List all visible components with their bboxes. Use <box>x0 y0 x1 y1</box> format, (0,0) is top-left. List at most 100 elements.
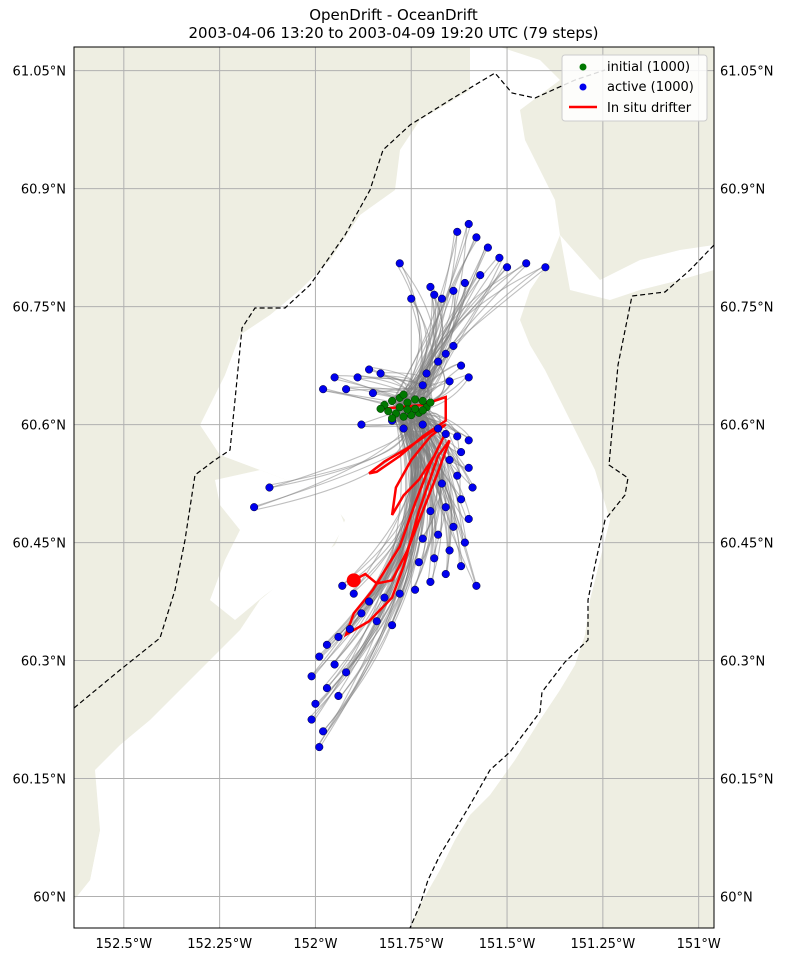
active-particle <box>441 349 450 358</box>
y-tick-label-right: 60°N <box>720 891 753 906</box>
active-particle <box>418 534 427 543</box>
active-particle <box>399 424 408 433</box>
active-particle <box>368 389 377 398</box>
active-particle <box>453 227 462 236</box>
legend: initial (1000) active (1000) In situ dri… <box>561 54 708 122</box>
active-particle <box>437 294 446 303</box>
y-tick-label-left: 60.45°N <box>13 537 66 552</box>
x-tick-label: 151.5°W <box>479 937 536 952</box>
y-tick-label-right: 61.05°N <box>720 65 773 80</box>
initial-particle <box>403 405 412 414</box>
y-tick-label-right: 60.75°N <box>720 301 773 316</box>
land-layer <box>74 47 714 928</box>
active-particle <box>441 503 450 512</box>
particle-trajectory <box>329 410 418 686</box>
active-particle <box>334 632 343 642</box>
initial-particle <box>407 411 416 420</box>
map-subtitle: 2003-04-06 13:20 to 2003-04-09 19:20 UTC… <box>188 24 599 42</box>
active-particle <box>342 385 351 394</box>
active-particle <box>349 589 358 598</box>
active-particle <box>453 471 462 480</box>
y-tick-label-right: 60.3°N <box>720 655 765 670</box>
particle-trajectory <box>409 299 423 403</box>
active-particle <box>376 369 385 378</box>
legend-label-active: active (1000) <box>607 80 694 95</box>
active-particle <box>460 278 469 288</box>
initial-particle <box>399 412 408 421</box>
active-particle <box>319 727 328 736</box>
active-particle <box>464 219 473 229</box>
active-particle <box>434 530 443 539</box>
active-particle <box>395 589 404 598</box>
initial-particle <box>426 398 435 407</box>
active-particle <box>457 361 466 370</box>
active-particle <box>357 609 366 618</box>
active-particle <box>322 684 331 693</box>
y-tick-label-left: 60.9°N <box>21 183 66 198</box>
particle-trajectory <box>317 401 412 707</box>
active-particle <box>345 625 354 634</box>
active-particle <box>411 585 420 594</box>
legend-box <box>561 54 708 122</box>
active-particle <box>307 672 316 681</box>
initial-particle <box>388 414 397 423</box>
x-tick-label: 152°W <box>293 937 337 952</box>
legend-marker-active <box>579 83 587 91</box>
active-particle <box>418 381 427 390</box>
active-particle <box>380 593 389 602</box>
x-tick-label: 151.75°W <box>379 937 444 952</box>
y-tick-label-left: 60.15°N <box>13 773 66 788</box>
particle-trajectory <box>255 408 408 511</box>
initial-particle <box>399 390 408 399</box>
active-particle <box>441 569 450 579</box>
active-particle <box>445 455 454 465</box>
active-particle <box>418 420 427 429</box>
active-particle <box>330 660 339 669</box>
active-particle <box>372 617 381 626</box>
active-particle <box>311 699 320 708</box>
drifter-start-marker <box>346 573 361 588</box>
y-tick-label-left: 61.05°N <box>13 65 66 80</box>
active-particle <box>434 424 443 433</box>
active-particle <box>445 377 454 386</box>
points-layer <box>250 219 550 752</box>
graticule <box>74 47 714 928</box>
active-particle <box>434 357 443 366</box>
initial-particle <box>418 396 427 406</box>
active-particle <box>464 436 473 445</box>
legend-label-initial: initial (1000) <box>607 60 690 75</box>
y-tick-label-left: 60.6°N <box>21 419 66 434</box>
particle-trajectory <box>312 400 416 718</box>
active-particle <box>464 373 473 382</box>
drifter-layer <box>343 395 451 638</box>
active-particle <box>468 483 477 492</box>
initial-particle <box>376 404 385 413</box>
active-particle <box>460 538 469 547</box>
active-particle <box>457 448 466 457</box>
x-tick-label: 152.25°W <box>187 937 252 952</box>
initial-particle <box>395 403 404 412</box>
active-particle <box>541 263 550 272</box>
y-tick-label-right: 60.45°N <box>720 537 773 552</box>
y-tick-label-right: 60.6°N <box>720 419 765 434</box>
arm-east <box>560 235 714 300</box>
active-particle <box>522 259 531 268</box>
active-particle <box>464 514 473 524</box>
active-particle <box>503 263 512 272</box>
initial-particle <box>411 395 420 404</box>
active-particle <box>334 691 343 701</box>
initial-particle <box>403 398 412 407</box>
active-particle <box>407 294 416 303</box>
x-tick-label: 151°W <box>677 937 721 952</box>
active-particle <box>250 503 259 512</box>
active-particle <box>449 522 458 531</box>
active-particle <box>437 479 446 488</box>
active-particle <box>464 463 473 472</box>
active-particle <box>388 621 397 630</box>
active-particle <box>315 743 324 752</box>
active-particle <box>449 286 458 295</box>
active-particle <box>330 373 339 382</box>
active-particle <box>445 546 454 555</box>
particle-trajectory <box>421 414 460 450</box>
